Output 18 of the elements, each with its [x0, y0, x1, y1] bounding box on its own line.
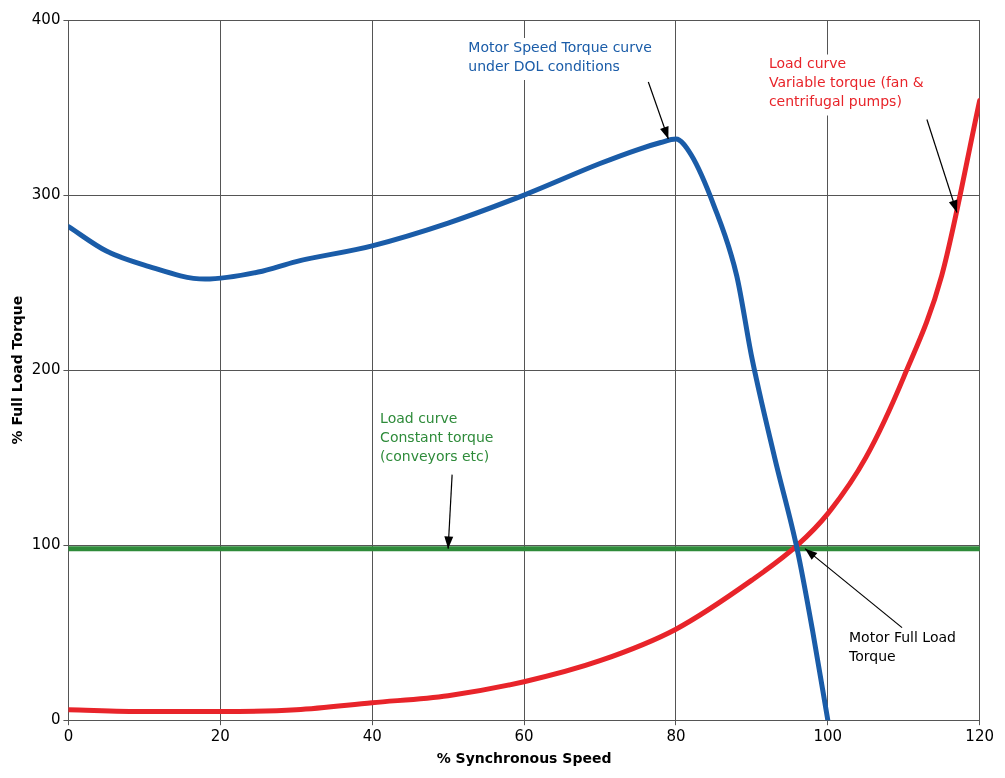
- y-tick-label: 300: [31, 184, 61, 203]
- annotation: Load curve Variable torque (fan & centrifugal pumps): [768, 55, 924, 110]
- y-tick-label: 100: [31, 535, 61, 554]
- annotation: Motor Speed Torque curve under DOL conditions: [468, 38, 652, 74]
- y-tick-label: 0: [50, 710, 61, 729]
- annotation: Motor Full Load Torque: [848, 629, 956, 665]
- x-axis-title: % Synchronous Speed: [436, 750, 612, 767]
- x-tick-label: 40: [362, 727, 382, 746]
- x-tick-label: 80: [666, 727, 686, 746]
- y-axis-title: % Full Load Torque: [9, 295, 26, 445]
- y-tick-label: 400: [31, 9, 61, 28]
- x-tick-label: 100: [813, 727, 843, 746]
- y-tick-label: 200: [31, 359, 61, 378]
- x-tick-label: 60: [514, 727, 534, 746]
- annotation: Load curve Constant torque (conveyors etc): [380, 410, 494, 465]
- x-tick-label: 20: [210, 727, 230, 746]
- x-tick-label: 0: [63, 727, 74, 746]
- x-tick-label: 120: [965, 727, 995, 746]
